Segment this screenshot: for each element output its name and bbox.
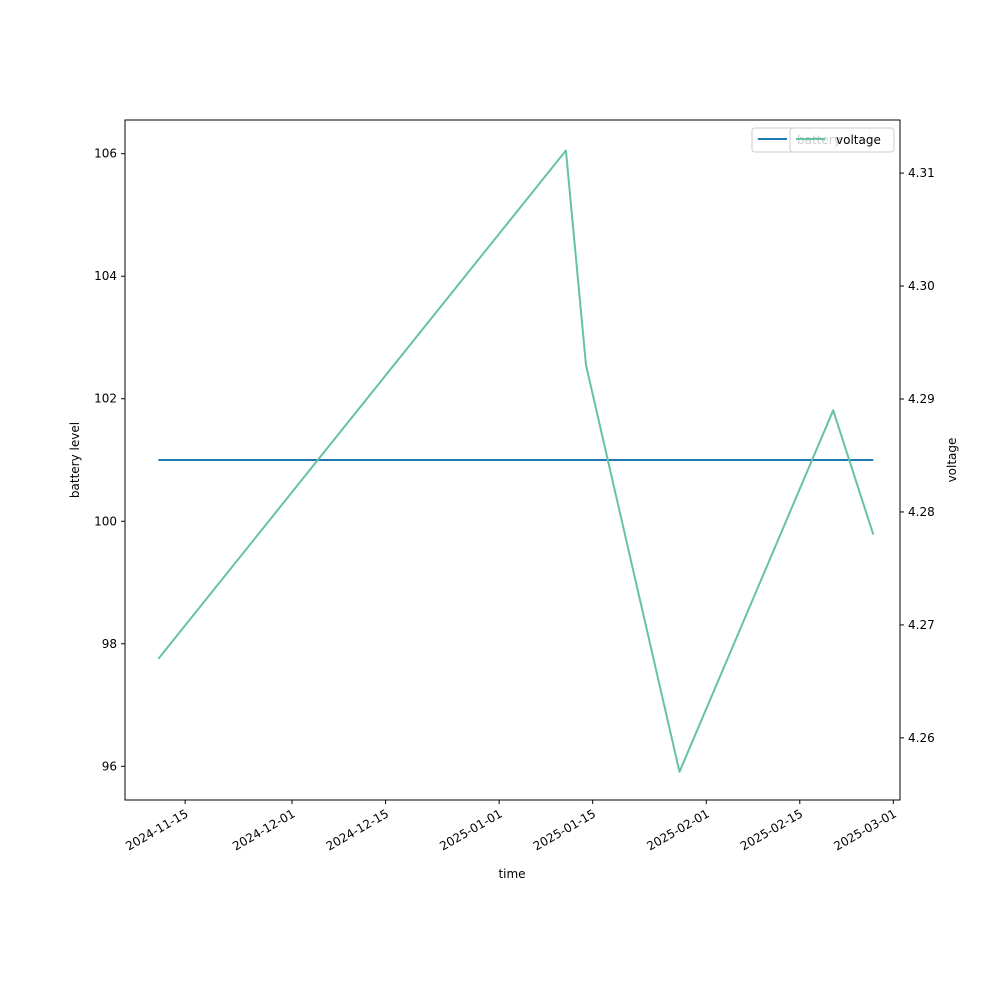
legend-voltage: voltage: [789, 127, 895, 153]
y-right-tick-label: 4.26: [908, 731, 935, 745]
y-left-tick-label: 104: [94, 269, 117, 283]
x-tick-label: 2024-12-01: [230, 806, 297, 853]
y-right-tick-label: 4.27: [908, 618, 935, 632]
x-tick-label: 2025-02-15: [738, 806, 805, 853]
x-tick-label: 2025-01-15: [531, 806, 598, 853]
legend-voltage-label: voltage: [836, 133, 881, 147]
y-left-tick-label: 100: [94, 514, 117, 528]
y-right-tick-label: 4.28: [908, 505, 935, 519]
x-tick-label: 2025-01-01: [437, 806, 504, 853]
y-right-axis-title: voltage: [945, 438, 959, 483]
plot-frame: [124, 119, 901, 801]
y-left-tick-label: 96: [102, 759, 117, 773]
x-tick-label: 2024-12-15: [324, 806, 391, 853]
y-left-axis-title: battery level: [68, 422, 82, 498]
y-left-tick-label: 102: [94, 392, 117, 406]
x-tick-label: 2024-11-15: [123, 806, 190, 853]
x-tick-label: 2025-02-01: [644, 806, 711, 853]
x-axis-title: time: [498, 867, 525, 881]
x-tick-label: 2025-03-01: [831, 806, 898, 853]
legend-voltage-box: [789, 127, 895, 153]
y-left-tick-label: 106: [94, 147, 117, 161]
y-right-tick-label: 4.30: [908, 279, 935, 293]
y-left-tick-label: 98: [102, 637, 117, 651]
y-right-tick-label: 4.29: [908, 392, 935, 406]
y-right-tick-label: 4.31: [908, 166, 935, 180]
series-line-voltage: [157, 149, 875, 773]
